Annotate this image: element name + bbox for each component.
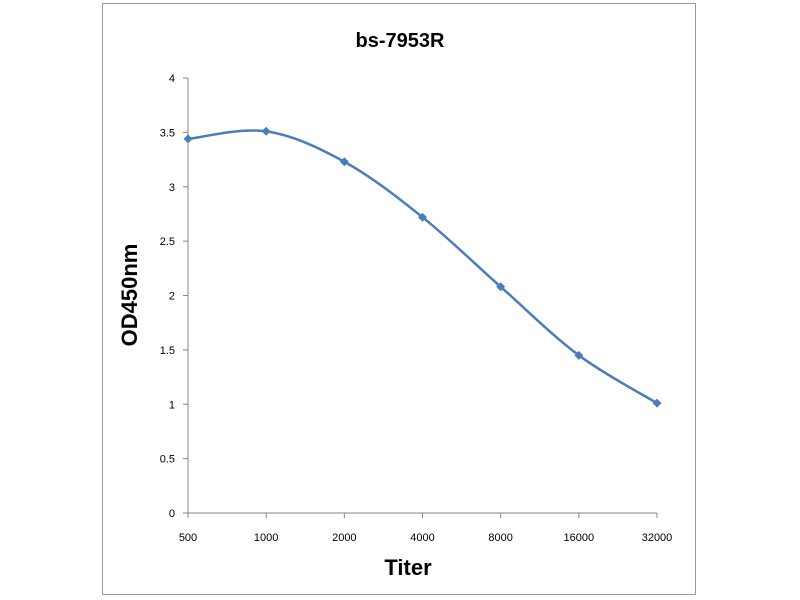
data-point — [652, 398, 662, 408]
chart-title: bs-7953R — [356, 30, 445, 52]
data-point — [183, 134, 193, 144]
x-axis-label: Titer — [384, 555, 432, 580]
y-tick-label: 0 — [169, 508, 175, 520]
y-tick-label: 1.5 — [160, 345, 175, 357]
y-tick-label: 2.5 — [160, 236, 175, 248]
y-axis-label: OD450nm — [117, 244, 142, 347]
data-point — [339, 157, 349, 167]
data-point — [496, 282, 506, 292]
x-tick-label: 32000 — [642, 532, 673, 544]
data-point — [418, 212, 427, 222]
x-tick-label: 8000 — [488, 532, 512, 544]
y-tick-label: 3 — [169, 182, 175, 194]
x-tick-label: 16000 — [564, 532, 595, 544]
y-tick-label: 2 — [169, 291, 175, 303]
chart-frame — [102, 3, 696, 595]
x-tick-label: 2000 — [332, 532, 356, 544]
x-tick-label: 1000 — [254, 532, 278, 544]
y-tick-label: 3.5 — [160, 127, 175, 139]
series-markers — [183, 126, 662, 408]
x-tick-label: 4000 — [410, 532, 434, 544]
y-tick-label: 1 — [169, 399, 175, 411]
y-axis-ticks: 0 0.5 1 1.5 2 2.5 3 3.5 4 — [160, 73, 188, 520]
y-tick-label: 0.5 — [160, 454, 175, 466]
data-point — [574, 350, 584, 360]
x-axis-ticks: 500 1000 2000 4000 8000 16000 32000 — [179, 513, 672, 544]
x-tick-label: 500 — [179, 532, 197, 544]
data-point — [261, 126, 271, 136]
axes — [187, 78, 657, 514]
y-tick-label: 4 — [169, 73, 175, 85]
series-line — [187, 129, 658, 405]
